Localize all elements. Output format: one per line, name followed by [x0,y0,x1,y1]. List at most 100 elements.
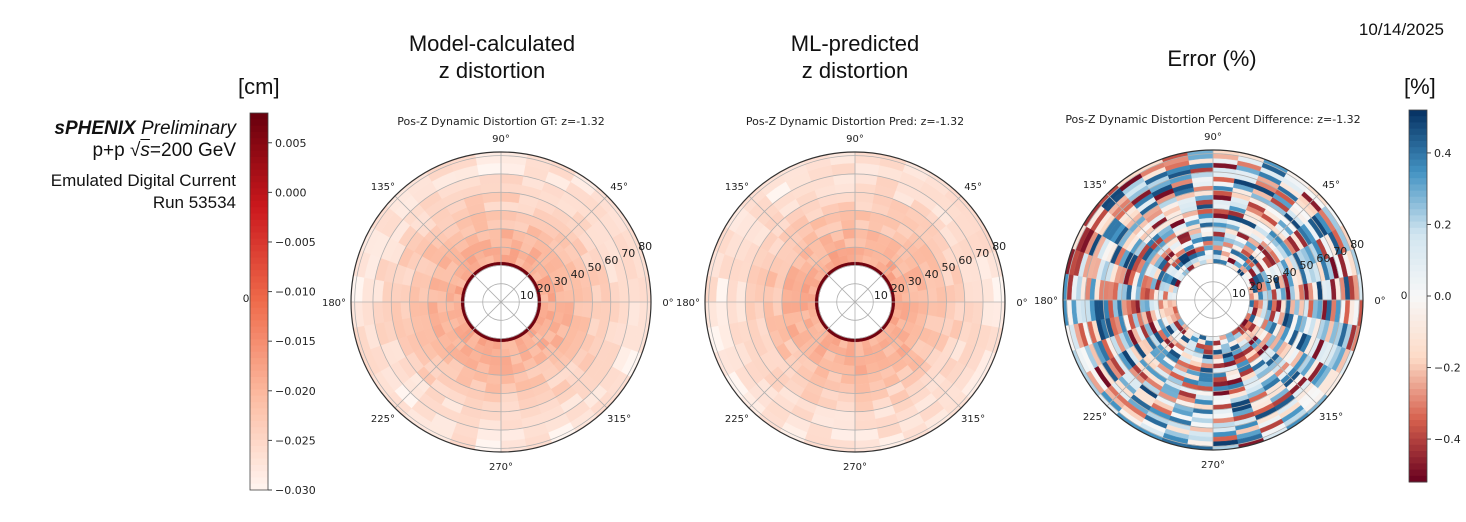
heatmap-cell [427,301,439,315]
colorbar-segment [1409,438,1427,446]
sqrt-s: s [140,140,150,161]
radial-tick-label: 70 [1333,245,1347,258]
colorbar-segment [250,351,268,359]
colorbar-tick-label: 0.2 [1434,218,1452,231]
colorbar-segment [1409,364,1427,371]
heatmap-cell [854,364,868,376]
colorbar-frame [249,112,269,491]
heatmap-cell [1212,249,1222,256]
heatmap-cell [854,348,865,358]
colorbar-tick-label: 0.005 [275,137,307,150]
radial-tick-label: 50 [588,261,602,274]
status-label: Preliminary [140,118,236,139]
colorbar-tick-label: −0.4 [1434,433,1461,446]
angle-tick-label: 270° [1201,460,1225,471]
colorbar-segment [250,433,268,441]
heatmap-cell [790,301,802,314]
colorbar-segment [250,200,268,208]
colorbar-segment [250,182,268,189]
header-line1: ML-predicted [790,31,920,56]
heatmap-cell [840,373,856,385]
heatmap-cell [436,290,448,303]
radial-tick-label: 50 [1300,259,1314,272]
colorbar-segment [1409,147,1427,154]
colorbar-segment [1409,134,1427,142]
colorbar-segment [1409,463,1427,471]
colorbar-tick-label: 0.0 [1434,290,1452,303]
heatmap-cell [843,237,856,249]
heatmap-cell [845,246,856,256]
header-line2: z distortion [801,58,909,83]
colorbar-segment [250,169,268,177]
heatmap-cell [500,228,514,240]
colorbar-segment [1409,426,1427,433]
colorbar-segment [1409,389,1427,396]
experiment-name: sPHENIX [54,118,136,139]
angle-tick-label: 45° [610,182,628,193]
radial-tick-label: 20 [1249,280,1263,293]
colorbar-segment [1409,370,1427,378]
colorbar-segment [250,150,268,158]
radial-tick-label: 60 [958,254,972,267]
radial-tick-label: 40 [1283,266,1297,279]
polar-frame [350,151,652,453]
colorbar-segment [1409,444,1427,452]
heatmap-cell [500,246,511,256]
radial-tick-label: 40 [571,268,585,281]
date-label: 10/14/2025 [1358,20,1444,39]
colorbar-segment [250,420,268,428]
colorbar-segment [250,263,268,271]
colorbar-segment [250,295,268,302]
colorbar-segment [1409,376,1427,384]
panel-header-error: Error (%) [1092,45,1332,72]
polar-frame [1062,149,1364,451]
colorbar-segment [1409,172,1427,179]
heatmap-cell [854,254,864,263]
colorbar-segment [250,226,268,233]
colorbar-segment [250,414,268,422]
colorbar-segment [250,464,268,472]
heatmap-cell [427,289,439,303]
colorbar-segment [250,439,268,447]
colorbar-tick-label: 0.000 [275,186,307,199]
angle-tick-label: 270° [843,462,867,473]
heatmap-cell [772,287,784,303]
angle-tick-label: 90° [492,134,510,145]
angle-tick-label: 180° [1034,296,1058,307]
heatmap-cell [790,290,802,303]
colorbar-segment [1409,420,1427,427]
colorbar-segment [250,244,268,252]
radial-tick-label: 30 [1266,273,1280,286]
colorbar-segment [1409,116,1427,123]
angle-tick-label: 135° [371,182,395,193]
colorbar-tick-label: −0.015 [275,335,316,348]
radial-tick-label: 60 [604,254,618,267]
heatmap-cell [500,348,511,358]
colorbar-segment [1409,432,1427,440]
radial-tick-label: 80 [1350,238,1364,251]
colorbar-tick-label: −0.010 [275,286,316,299]
colorbar-tick-label: −0.020 [275,385,316,398]
colorbar-segment [1409,333,1427,340]
heatmap-cell [1167,291,1173,301]
radial-tick-label: 10 [1232,287,1246,300]
angle-tick-label: 180° [322,298,346,309]
radial-tick-label: 30 [554,275,568,288]
angle-tick-label: 0° [1016,298,1027,309]
heatmap-cell [1204,254,1214,260]
heatmap-cell [500,364,514,376]
colorbar-segment [1409,110,1427,117]
colorbar-segment [1409,258,1427,266]
colorbar-segment [250,119,268,127]
heatmap-cell [781,301,793,315]
colorbar-segment [250,364,268,372]
colorbar-segment [1409,227,1427,235]
radial-tick-label: 80 [638,240,652,253]
colorbar-segment [250,458,268,466]
colorbar-segment [1409,190,1427,198]
heatmap-cell [500,355,513,367]
heatmap-cell [935,301,947,319]
colorbar-segment [250,113,268,120]
colorbar-segment [250,483,268,491]
plot-title: Pos-Z Dynamic Distortion Percent Differe… [1065,113,1360,126]
